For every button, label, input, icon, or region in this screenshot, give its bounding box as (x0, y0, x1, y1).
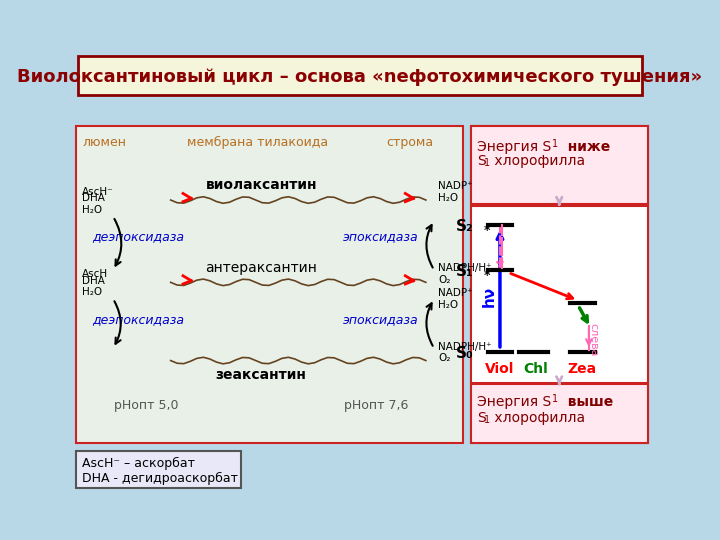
Text: Zea: Zea (567, 362, 597, 376)
Text: AscH: AscH (82, 269, 108, 279)
Text: хлорофилла: хлорофилла (490, 411, 585, 425)
Text: антераксантин: антераксантин (205, 260, 317, 274)
Text: зеаксантин: зеаксантин (216, 368, 307, 382)
Text: Энергия S: Энергия S (477, 139, 551, 153)
Text: деэпоксидаза: деэпоксидаза (91, 231, 184, 244)
FancyBboxPatch shape (471, 206, 648, 383)
Text: DHA
H₂O: DHA H₂O (82, 275, 104, 297)
Text: слева: слева (589, 323, 599, 357)
Text: NADPH/H⁺
O₂: NADPH/H⁺ O₂ (438, 264, 492, 285)
FancyBboxPatch shape (471, 126, 648, 443)
Text: Виолоксантиновый цикл – основа «nефотохимического тушения»: Виолоксантиновый цикл – основа «nефотохи… (17, 69, 703, 86)
Text: Chl: Chl (523, 362, 548, 376)
Text: pHопт 7,6: pHопт 7,6 (344, 400, 409, 413)
Text: S₀: S₀ (456, 347, 474, 361)
Text: S₁: S₁ (456, 264, 474, 279)
Text: S: S (477, 411, 486, 425)
Text: DHA - дегидроаскорбат: DHA - дегидроаскорбат (82, 472, 238, 485)
Text: деэпоксидаза: деэпоксидаза (91, 313, 184, 326)
Text: hν: hν (482, 286, 497, 307)
Text: виолаксантин: виолаксантин (205, 178, 317, 192)
Text: S: S (477, 154, 486, 168)
Text: 1: 1 (552, 139, 558, 149)
Text: 1: 1 (485, 158, 490, 168)
Text: NADPH/H⁺
O₂: NADPH/H⁺ O₂ (438, 341, 492, 363)
Text: 1: 1 (552, 394, 558, 404)
FancyBboxPatch shape (471, 383, 648, 443)
Text: *: * (484, 224, 490, 237)
FancyBboxPatch shape (76, 126, 463, 443)
Text: выше: выше (557, 395, 613, 409)
Text: 1: 1 (485, 415, 490, 425)
Text: DHA
H₂O: DHA H₂O (82, 193, 104, 215)
Text: AscH⁻: AscH⁻ (82, 187, 113, 197)
FancyBboxPatch shape (76, 451, 240, 488)
Text: Viol: Viol (485, 362, 515, 376)
Text: NADP⁺
H₂O: NADP⁺ H₂O (438, 288, 473, 309)
Text: S₂: S₂ (456, 219, 474, 234)
FancyBboxPatch shape (78, 56, 642, 96)
Text: Энергия S: Энергия S (477, 395, 551, 409)
Text: *: * (484, 269, 490, 282)
Text: хлорофилла: хлорофилла (490, 154, 585, 168)
Text: мембрана тилакоида: мембрана тилакоида (186, 136, 328, 149)
Text: эпоксидаза: эпоксидаза (343, 313, 418, 326)
Text: pHопт 5,0: pHопт 5,0 (114, 400, 179, 413)
Text: AscH⁻ – аскорбат: AscH⁻ – аскорбат (82, 457, 194, 470)
Text: ниже: ниже (557, 139, 610, 153)
Text: строма: строма (386, 136, 433, 149)
FancyBboxPatch shape (471, 126, 648, 204)
Text: люмен: люмен (83, 136, 127, 149)
Text: эпоксидаза: эпоксидаза (343, 231, 418, 244)
Text: NADP⁺
H₂O: NADP⁺ H₂O (438, 181, 473, 202)
